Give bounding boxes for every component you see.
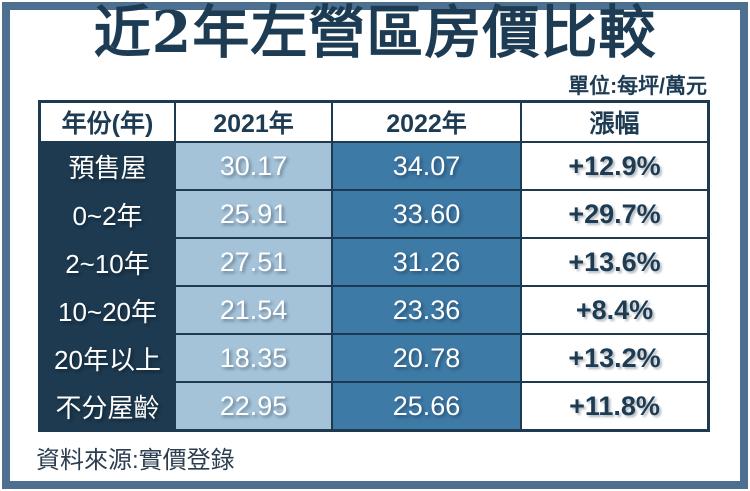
row-label-cell: 不分屋齡	[41, 383, 174, 429]
change-cell: +11.8%	[522, 383, 707, 429]
price-comparison-table: 年份(年) 2021年 2022年 漲幅 預售屋 30.17 34.07 +12…	[38, 100, 710, 432]
row-label-cell: 20年以上	[41, 335, 174, 381]
header-2022: 2022年	[333, 103, 520, 141]
price-cell-2021: 22.95	[176, 383, 331, 429]
unit-note: 單位:每坪/萬元	[568, 75, 707, 98]
change-cell: +29.7%	[522, 191, 707, 237]
row-label-cell: 10~20年	[41, 287, 174, 333]
price-cell-2022: 23.36	[333, 287, 520, 333]
row-label-cell: 0~2年	[41, 191, 174, 237]
price-cell-2021: 30.17	[176, 143, 331, 189]
header-change: 漲幅	[522, 103, 707, 141]
source-note: 資料來源:實價登錄	[36, 447, 235, 474]
price-cell-2021: 21.54	[176, 287, 331, 333]
row-label-cell: 2~10年	[41, 239, 174, 285]
price-cell-2022: 25.66	[333, 383, 520, 429]
header-age-column: 年份(年)	[41, 103, 174, 141]
page-title: 近2年左營區房價比較	[93, 0, 657, 66]
change-cell: +13.2%	[522, 335, 707, 381]
row-label-cell: 預售屋	[41, 143, 174, 189]
price-cell-2022: 34.07	[333, 143, 520, 189]
header-2021: 2021年	[176, 103, 331, 141]
change-cell: +13.6%	[522, 239, 707, 285]
price-cell-2022: 20.78	[333, 335, 520, 381]
price-cell-2021: 18.35	[176, 335, 331, 381]
change-cell: +12.9%	[522, 143, 707, 189]
change-cell: +8.4%	[522, 287, 707, 333]
price-cell-2022: 31.26	[333, 239, 520, 285]
price-cell-2022: 33.60	[333, 191, 520, 237]
price-cell-2021: 25.91	[176, 191, 331, 237]
price-cell-2021: 27.51	[176, 239, 331, 285]
